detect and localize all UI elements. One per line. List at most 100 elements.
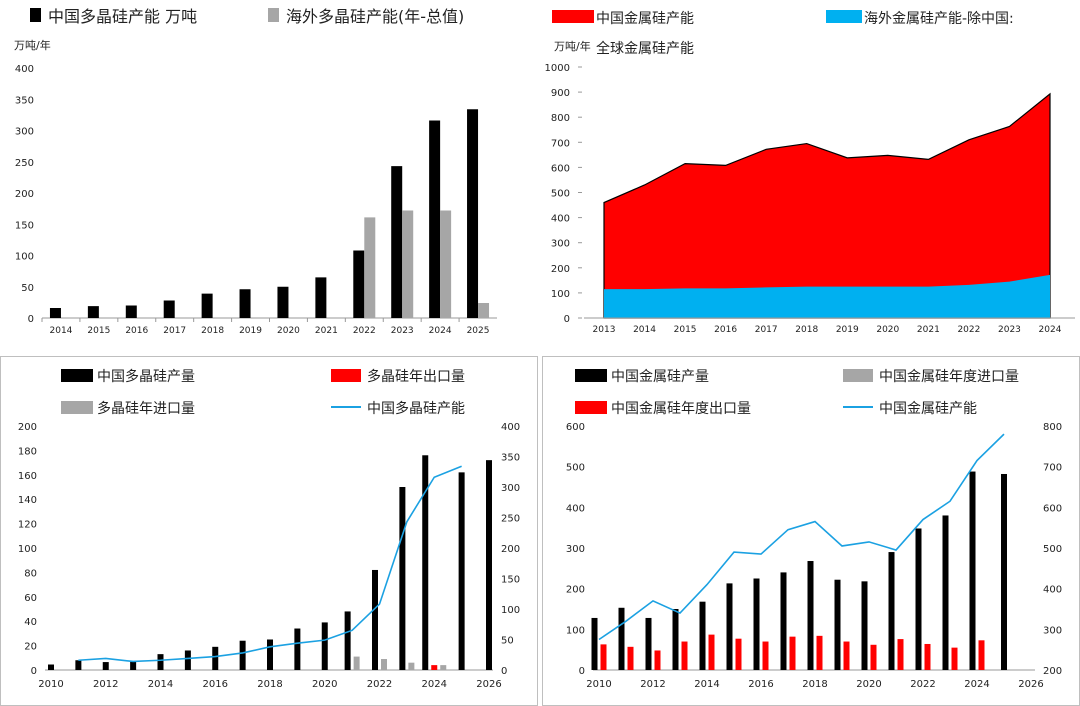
y-left-tick-label: 60	[24, 593, 37, 604]
plot-area-3: 0 20 40 60 80 100 120 140 160 180 200 0 50 100 150 200 2…	[18, 422, 520, 690]
x-tick-label: 2021	[315, 326, 338, 336]
x-tick-label: 2024	[1039, 325, 1062, 335]
legend-label-poly-import: 多晶硅年进口量	[97, 400, 195, 417]
line-capacity	[598, 433, 1005, 641]
x-tick-label: 2018	[201, 326, 224, 336]
legend-label-metal-export: 中国金属硅年度出口量	[611, 401, 751, 417]
y-right-tick-label: 0	[501, 666, 507, 677]
y-left-tick-label: 80	[24, 568, 37, 579]
legend-label-poly-output: 中国多晶硅产量	[97, 368, 195, 385]
x-tick-label: 2013	[593, 325, 616, 335]
chart-polysilicon-output-trade-capacity: 中国多晶硅产量 多晶硅年出口量 多晶硅年进口量 中国多晶硅产能 0 20 40 60 8…	[0, 356, 538, 706]
legend-label-poly-export: 多晶硅年出口量	[367, 368, 465, 385]
x-tick-label: 2016	[203, 679, 228, 690]
legend-swatch-metal-output	[575, 369, 607, 382]
bar-0-2016	[753, 578, 760, 670]
x-tick-label: 2014	[694, 679, 719, 690]
x-tick-label: 2020	[312, 679, 337, 690]
y-left-tick-label: 140	[18, 495, 37, 506]
bar-2-2011	[627, 646, 634, 670]
x-tick-label: 2022	[353, 326, 376, 336]
bar-0-2012	[102, 662, 109, 670]
legend-swatch-overseas-metal-capacity	[826, 10, 862, 23]
bar-0-2021	[344, 611, 351, 670]
bar-2-2023	[951, 647, 958, 670]
y-tick-label: 50	[21, 283, 34, 294]
x-tick-label: 2012	[93, 679, 118, 690]
y-left-tick-label: 40	[24, 617, 37, 628]
plot-area-2: 0 100 200 300 400 500 600 700 800 900 1000 2013 2014…	[545, 63, 1075, 335]
y-right-tick-label: 400	[1043, 585, 1062, 596]
y-right-tick-label: 700	[1043, 463, 1062, 474]
bar-2-2022	[924, 643, 931, 670]
y-tick-label: 100	[551, 289, 570, 300]
x-tick-label: 2014	[148, 679, 173, 690]
bar-china-2024	[429, 120, 441, 318]
legend-swatch-poly-import	[61, 401, 93, 414]
bar-0-2016	[212, 646, 219, 670]
bar-0-2026	[486, 460, 492, 670]
y-left-tick-label: 180	[18, 446, 37, 457]
bar-0-2010	[48, 664, 54, 670]
x-tick-label: 2025	[467, 326, 490, 336]
y-left-tick-label: 160	[18, 471, 37, 482]
x-tick-label: 2016	[125, 326, 148, 336]
bar-0-2023	[399, 487, 406, 670]
y-tick-label: 600	[551, 163, 570, 174]
bar-0-2015	[726, 583, 733, 670]
bar-china-2016	[125, 305, 137, 318]
bar-0-2020	[861, 581, 868, 670]
x-tick-label: 2010	[586, 679, 611, 690]
y-left-tick-label: 100	[18, 544, 37, 555]
y-right-tick-label: 200	[501, 544, 520, 555]
bar-china-2025	[467, 109, 479, 318]
x-tick-label: 2023	[391, 326, 414, 336]
bar-0-2022	[915, 528, 922, 670]
unit-label-2: 万吨/年	[554, 39, 591, 53]
bar-2-2021	[353, 656, 360, 670]
bar-china-2014	[49, 308, 61, 318]
y-tick-label: 1000	[545, 63, 570, 74]
x-tick-label: 2016	[714, 325, 737, 335]
y-tick-label: 350	[15, 95, 34, 106]
y-tick-label: 200	[551, 264, 570, 275]
y-tick-label: 100	[15, 252, 34, 263]
bar-0-2021	[888, 552, 895, 670]
legend-swatch-poly-output	[61, 369, 93, 382]
y-tick-label: 250	[15, 158, 34, 169]
y-tick-label: 0	[564, 314, 570, 325]
y-right-tick-label: 150	[501, 575, 520, 586]
bar-china-2018	[201, 293, 213, 318]
y-right-tick-label: 250	[501, 514, 520, 525]
bar-2-2015	[735, 638, 742, 670]
bar-china-2023	[391, 166, 403, 318]
bar-0-2017	[780, 572, 787, 670]
legend-label-metal-output: 中国金属硅产量	[611, 369, 709, 385]
y-tick-label: 500	[551, 189, 570, 200]
x-tick-label: 2022	[367, 679, 392, 690]
bar-2-2022	[381, 659, 387, 670]
y-right-tick-label: 350	[501, 453, 520, 464]
y-tick-label: 400	[15, 64, 34, 75]
x-tick-label: 2018	[802, 679, 827, 690]
y-tick-label: 900	[551, 88, 570, 99]
bar-overseas-2022	[364, 217, 376, 318]
y-right-tick-label: 800	[1043, 422, 1062, 433]
bar-0-2025	[458, 472, 465, 670]
bar-2-2020	[870, 644, 877, 670]
bar-china-2019	[239, 289, 251, 318]
y-right-tick-label: 600	[1043, 503, 1062, 514]
x-tick-label: 2019	[239, 326, 262, 336]
y-right-tick-label: 50	[501, 636, 514, 647]
legend-label-overseas-metal-capacity-line2: 全球金属硅产能	[596, 40, 694, 57]
x-tick-label: 2017	[163, 326, 186, 336]
bar-1-2024	[431, 665, 438, 670]
y-left-tick-label: 0	[579, 666, 585, 677]
bar-2-2018	[816, 635, 823, 670]
x-tick-label: 2026	[1018, 679, 1043, 690]
bar-china-2015	[87, 306, 99, 318]
bar-0-2015	[184, 650, 191, 670]
bar-0-2014	[699, 601, 706, 670]
y-right-tick-label: 300	[1043, 625, 1062, 636]
bar-2-2019	[843, 641, 850, 670]
